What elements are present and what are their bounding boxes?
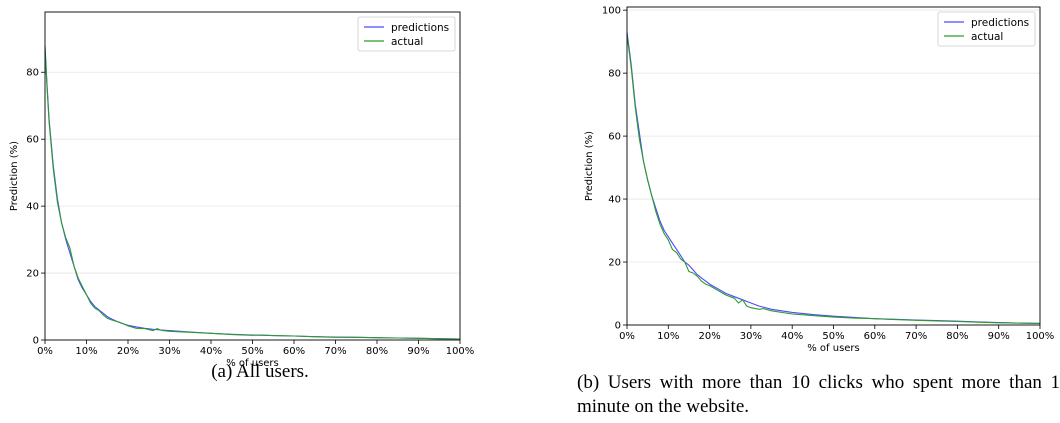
legend: predictions actual bbox=[937, 11, 1036, 47]
x-tick-label: 80% bbox=[946, 331, 968, 342]
x-tick-label: 90% bbox=[407, 346, 429, 357]
x-tick-label: 50% bbox=[822, 331, 844, 342]
legend-label-predictions: predictions bbox=[971, 17, 1029, 29]
x-tick-label: 30% bbox=[740, 331, 762, 342]
x-tick-label: 0% bbox=[37, 346, 53, 357]
y-tick-label: 40 bbox=[608, 195, 621, 206]
chart-b-caption: (b) Users with more than 10 clicks who s… bbox=[577, 372, 1060, 417]
legend: predictions actual bbox=[357, 16, 456, 52]
y-tick-label: 40 bbox=[26, 202, 39, 213]
y-tick-label: 80 bbox=[608, 69, 621, 80]
chart-panel-a: 0 20 40 60 80 0% 10% 20% 30% 40% 50% 60% 70% 80% 90% 10… bbox=[0, 0, 520, 423]
y-tick-label: 0 bbox=[615, 321, 621, 332]
plot-frame bbox=[626, 6, 1041, 326]
x-tick-label: 60% bbox=[864, 331, 886, 342]
series-line-predictions bbox=[44, 45, 461, 340]
y-tick-label: 20 bbox=[608, 258, 621, 269]
x-tick-label: 80% bbox=[366, 346, 388, 357]
chart-a-caption: (a) All users. bbox=[211, 361, 309, 382]
x-tick-label: 10% bbox=[657, 331, 679, 342]
series-line-actual bbox=[626, 35, 1041, 324]
y-tick-label: 80 bbox=[26, 68, 39, 79]
x-tick-label: 20% bbox=[698, 331, 720, 342]
y-tick-label: 20 bbox=[26, 269, 39, 280]
x-tick-label: 70% bbox=[324, 346, 346, 357]
chart-a-svg: 0 20 40 60 80 0% 10% 20% 30% 40% 50% 60% 70% 80% 90% 10… bbox=[9, 11, 475, 369]
legend-label-actual: actual bbox=[391, 36, 423, 48]
y-tick-label: 0 bbox=[33, 336, 39, 347]
x-tick-label: 40% bbox=[781, 331, 803, 342]
y-tick-label: 100 bbox=[602, 6, 621, 17]
x-tick-label: 0% bbox=[619, 331, 635, 342]
x-axis-label: % of users bbox=[226, 358, 279, 369]
x-tick-label: 30% bbox=[158, 346, 180, 357]
chart-panel-b: 0 20 40 60 80 100 0% 10% 20% 30% 40% 50% 60% 70% 80% 90… bbox=[530, 0, 1060, 423]
x-tick-label: 20% bbox=[117, 346, 139, 357]
legend-label-actual: actual bbox=[971, 31, 1003, 43]
x-tick-label: 50% bbox=[241, 346, 263, 357]
x-tick-label: 10% bbox=[75, 346, 97, 357]
x-tick-label: 60% bbox=[283, 346, 305, 357]
y-tick-label: 60 bbox=[608, 132, 621, 143]
x-tick-label: 70% bbox=[905, 331, 927, 342]
x-tick-label: 40% bbox=[200, 346, 222, 357]
chart-b-svg: 0 20 40 60 80 100 0% 10% 20% 30% 40% 50% 60% 70% 80% 90… bbox=[584, 6, 1055, 354]
x-axis-label: % of users bbox=[807, 343, 860, 354]
plot-frame bbox=[44, 11, 461, 341]
x-tick-label: 90% bbox=[988, 331, 1010, 342]
x-tick-label: 100% bbox=[1026, 331, 1055, 342]
series-line-actual bbox=[44, 48, 461, 340]
y-axis-label: Prediction (%) bbox=[9, 141, 20, 211]
legend-box bbox=[937, 11, 1036, 47]
y-tick-label: 60 bbox=[26, 135, 39, 146]
series-line-predictions bbox=[626, 32, 1041, 324]
x-tick-label: 100% bbox=[446, 346, 475, 357]
y-axis-label: Prediction (%) bbox=[584, 131, 595, 201]
legend-label-predictions: predictions bbox=[391, 22, 449, 34]
legend-box bbox=[357, 16, 456, 52]
